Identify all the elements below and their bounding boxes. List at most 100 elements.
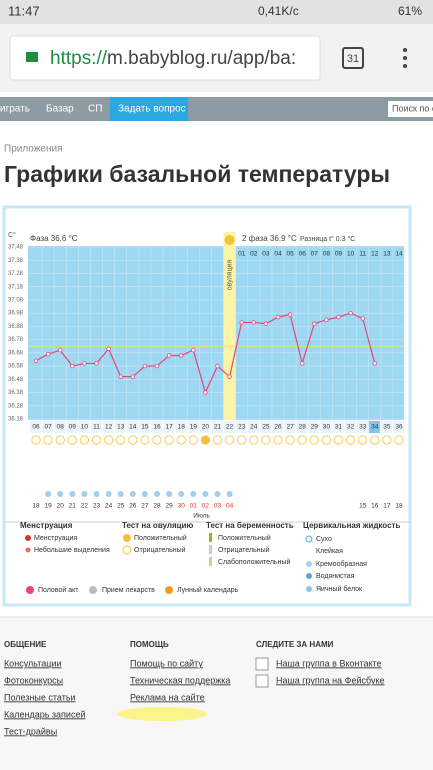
menu-dot[interactable] [403,48,407,52]
y-tick-label: 37.38 [8,258,24,264]
tabs-count: 31 [347,53,359,65]
day-cell [332,421,344,433]
day-cell [138,421,150,433]
social-icon [255,674,269,688]
ovulation-test [273,435,283,445]
url-scheme: https:// [50,48,108,69]
ask-button[interactable] [110,97,188,121]
date-label: 27 [141,503,149,510]
menu-dot[interactable] [403,64,407,68]
nav-item[interactable]: Базар [46,104,74,115]
temperature-point [191,348,196,353]
legend-icon [26,586,34,594]
legend-icon [209,557,212,566]
y-tick-label: 36.68 [8,350,24,356]
ovulation-test [382,435,392,445]
footer-link[interactable]: Тест-драйвы [4,726,57,736]
temperature-point [106,346,111,352]
cycle-day: 15 [141,424,149,431]
nav-item[interactable]: играть [0,104,30,115]
mark-cell [190,491,197,497]
tabs-button[interactable] [342,47,364,69]
footer-link[interactable]: Наша группа на Фейсбуке [276,675,385,685]
y-tick-label: 36.78 [8,337,24,343]
date-label: 28 [153,503,161,510]
temperature-point [45,351,51,357]
footer-link[interactable]: Консультации [4,658,62,668]
ovulation-test [212,435,223,445]
temperature-point [336,314,341,320]
day-cell [320,421,332,433]
speed: 0,41K/c [258,4,299,18]
day-cell [199,421,211,433]
phase2-day: 13 [383,251,391,258]
day-cell [259,421,271,433]
cycle-day: 19 [190,424,198,431]
breadcrumb[interactable]: Приложения [4,144,63,155]
cycle-day: 29 [311,424,319,431]
cycle-day: 24 [250,424,258,431]
phase2-day: 02 [250,251,258,258]
temperature-point [360,316,365,321]
footer-link[interactable]: Календарь записей [4,709,86,719]
cycle-day: 21 [214,424,222,431]
day-cell [187,421,199,433]
mark-cell [154,491,160,497]
footer-link[interactable]: Реклама на сайте [130,692,205,702]
ovulation-test [309,435,319,445]
legend-title: Тест на беременность [206,521,294,530]
mark-cell [69,491,76,497]
url: https://m.babyblog.ru/app/ba: [50,48,296,69]
ovulation-test [43,435,53,445]
y-tick-label: 36.28 [8,403,24,409]
footer-link[interactable]: Полезные статьи [4,692,76,702]
url-box[interactable] [9,35,321,81]
footer-link[interactable]: Наша группа в Вконтакте [276,658,382,668]
footer-link[interactable]: Техническая поддержка [130,675,230,685]
legend-icon [209,533,212,542]
y-tick-label: 36.18 [8,417,24,423]
temperature-point [300,361,305,366]
mark-cell [81,491,88,497]
cycle-day: 07 [44,424,52,431]
date-label: 22 [81,503,89,510]
ovulation-label: овуляция [226,260,233,291]
legend-icon [25,535,31,541]
footer-link[interactable]: Фотоконкурсы [4,675,63,685]
cycle-day: 16 [153,424,161,431]
search-box[interactable] [388,101,433,117]
day-cell [284,421,296,433]
cycle-day: 35 [383,424,391,431]
nav-item[interactable]: Задать вопрос [118,104,186,115]
menu-dot[interactable] [403,56,407,60]
day-cell [393,421,405,433]
day-cell [163,421,175,433]
ovulation-test [225,435,235,445]
nav-item[interactable]: СП [88,104,102,115]
cycle-day: 18 [178,424,186,431]
mark-cell [214,491,221,497]
legend-icon [306,586,312,592]
cycle-day: 08 [57,424,65,431]
cycle-day: 10 [81,424,89,431]
ovulation-test [116,435,126,445]
date-label: 18 [32,503,40,510]
legend-icon [25,547,31,553]
footer-link[interactable]: Помощь по сайту [130,658,203,668]
day-cell [78,421,90,433]
phase2-day: 10 [347,251,355,258]
phase2-day: 06 [299,251,307,258]
ovulation-test [285,435,295,445]
ovulation-test [200,435,210,445]
date-label: 02 [202,503,210,510]
legend-icon [89,586,97,594]
day-cell [102,421,114,433]
temperature-point [348,310,353,316]
day-cell [380,421,392,433]
temperature-point [263,321,269,326]
y-tick-label: 37.48 [8,245,24,251]
ovulation-test [358,435,368,445]
battery: 61% [398,4,422,18]
day-cell [247,421,259,433]
